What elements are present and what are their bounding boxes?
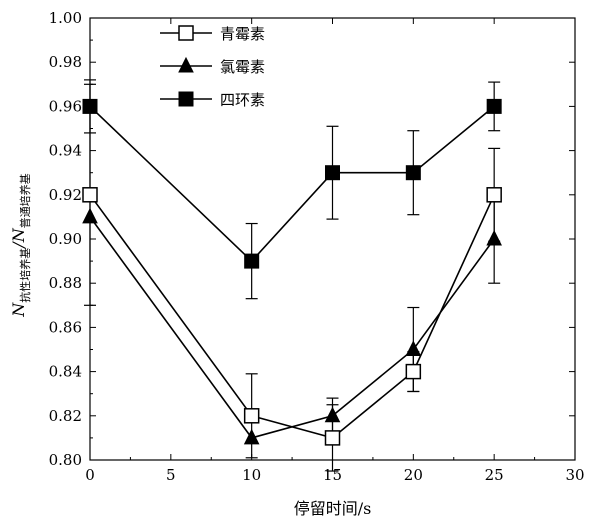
data-point (324, 406, 341, 423)
data-point (486, 229, 502, 246)
series-filled-square (84, 79, 501, 300)
plot-frame (89, 17, 576, 461)
series-line (89, 105, 495, 263)
series-group (82, 79, 502, 472)
legend-item: 氯霉素 (160, 56, 265, 76)
legend-item: 青霉素 (160, 25, 265, 43)
series-open-square (84, 83, 501, 472)
axes: 0 5 10 15 20 25 300.800.820.840.860.880.900.92… (49, 9, 585, 484)
legend-label: 青霉素 (220, 25, 265, 43)
data-point (82, 207, 98, 224)
x-tick-label: 5 (166, 466, 176, 484)
y-tick-label: 0.84 (49, 363, 82, 381)
y-axis-title-slash: /N (9, 227, 28, 249)
data-point (486, 98, 502, 114)
legend-item: 四环素 (160, 91, 265, 109)
y-tick-label: 0.96 (49, 97, 82, 115)
x-tick-label: 0 (85, 466, 95, 484)
data-point (405, 165, 421, 181)
legend-marker (178, 91, 194, 107)
data-point (243, 428, 260, 445)
x-tick-label: 25 (485, 466, 504, 484)
y-tick-label: 0.86 (49, 318, 82, 336)
y-axis-title: N抗性培养基/N普通培养基 (9, 173, 32, 317)
legend-marker (178, 56, 194, 73)
data-point (324, 430, 341, 446)
data-point (82, 98, 98, 114)
data-point (405, 340, 422, 356)
series-line (89, 194, 495, 439)
y-axis-title-n1: N (9, 302, 28, 318)
y-tick-label: 0.98 (49, 53, 82, 71)
y-tick-label: 0.88 (49, 274, 82, 292)
markers-open-square (82, 187, 502, 446)
legend-marker (178, 25, 194, 41)
legend-label: 四环素 (220, 91, 265, 109)
y-axis-title-sub1: 抗性培养基 (18, 248, 32, 303)
y-tick-label: 0.82 (49, 407, 82, 425)
data-point (244, 253, 260, 269)
y-tick-label: 1.00 (49, 9, 82, 27)
y-tick-label: 0.94 (49, 142, 82, 160)
x-tick-label: 10 (242, 466, 261, 484)
data-point (486, 187, 502, 203)
legend-label: 氯霉素 (220, 58, 265, 76)
x-axis-title: 停留时间/s (294, 499, 372, 518)
x-tick-label: 20 (404, 466, 423, 484)
markers-filled-square (82, 98, 502, 269)
y-tick-label: 0.80 (49, 451, 82, 469)
data-point (405, 363, 422, 380)
y-axis-title-sub2: 普通培养基 (18, 173, 32, 228)
data-point (82, 187, 98, 203)
x-tick-label: 30 (565, 466, 584, 484)
markers-filled-triangle (82, 207, 502, 445)
data-point (243, 408, 260, 424)
y-tick-label: 0.90 (49, 230, 82, 248)
y-tick-label: 0.92 (49, 186, 82, 204)
data-point (325, 165, 340, 181)
